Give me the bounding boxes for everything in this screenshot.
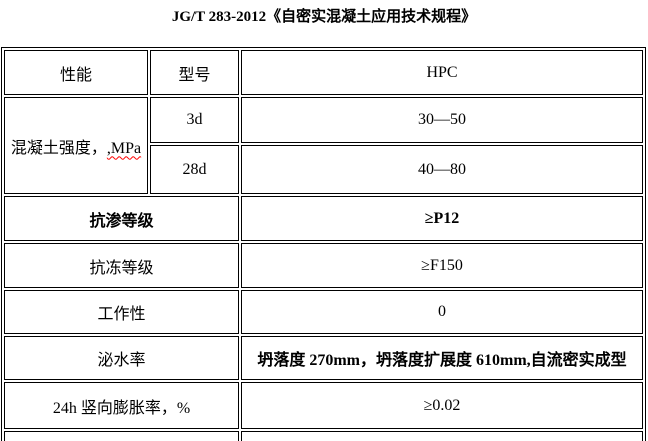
header-cell-model: 型号 <box>150 50 239 95</box>
concrete-spec-table: 性能 型号 HPC 混凝土强度，,MPa 3d 30—50 28d 40—80 … <box>1 47 646 441</box>
clipped-label-cell <box>4 431 239 441</box>
frost-resistance-value-cell: ≥F150 <box>241 243 643 288</box>
header-cell-performance: 性能 <box>4 50 148 95</box>
workability-value-cell: 0 <box>241 290 643 334</box>
bleeding-rate-value-cell: 坍落度 270mm，坍落度扩展度 610mm,自流密实成型 <box>241 336 643 380</box>
bleeding-rate-row: 泌水率 坍落度 270mm，坍落度扩展度 610mm,自流密实成型 <box>4 336 643 380</box>
value-cell-28d: 40—80 <box>241 145 643 194</box>
clipped-value-cell <box>241 431 643 441</box>
header-row: 性能 型号 HPC <box>4 50 643 95</box>
impermeability-value-cell: ≥P12 <box>241 196 643 241</box>
frost-resistance-label-cell: 抗冻等级 <box>4 243 239 288</box>
impermeability-row: 抗渗等级 ≥P12 <box>4 196 643 241</box>
expansion-rate-row: 24h 竖向膨胀率，% ≥0.02 <box>4 382 643 429</box>
strength-label-cell: 混凝土强度，,MPa <box>4 97 148 194</box>
workability-row: 工作性 0 <box>4 290 643 334</box>
partial-clipped-row <box>4 431 643 441</box>
value-cell-3d: 30—50 <box>241 97 643 143</box>
bleeding-rate-label-cell: 泌水率 <box>4 336 239 380</box>
expansion-rate-value-cell: ≥0.02 <box>241 382 643 429</box>
impermeability-label-cell: 抗渗等级 <box>4 196 239 241</box>
document-title: JG/T 283-2012《自密实混凝土应用技术规程》 <box>171 9 477 25</box>
expansion-rate-label-cell: 24h 竖向膨胀率，% <box>4 382 239 429</box>
header-cell-hpc: HPC <box>241 50 643 95</box>
frost-resistance-row: 抗冻等级 ≥F150 <box>4 243 643 288</box>
strength-label-text: 混凝土强度， <box>10 139 107 157</box>
strength-unit-misspelled-text: ,MPa <box>106 139 142 157</box>
age-cell-3d: 3d <box>150 97 239 143</box>
workability-label-cell: 工作性 <box>4 290 239 334</box>
strength-row-28d: 28d 40—80 <box>4 145 643 194</box>
strength-row-3d: 混凝土强度，,MPa 3d 30—50 <box>4 97 643 194</box>
age-cell-28d: 28d <box>150 145 239 194</box>
